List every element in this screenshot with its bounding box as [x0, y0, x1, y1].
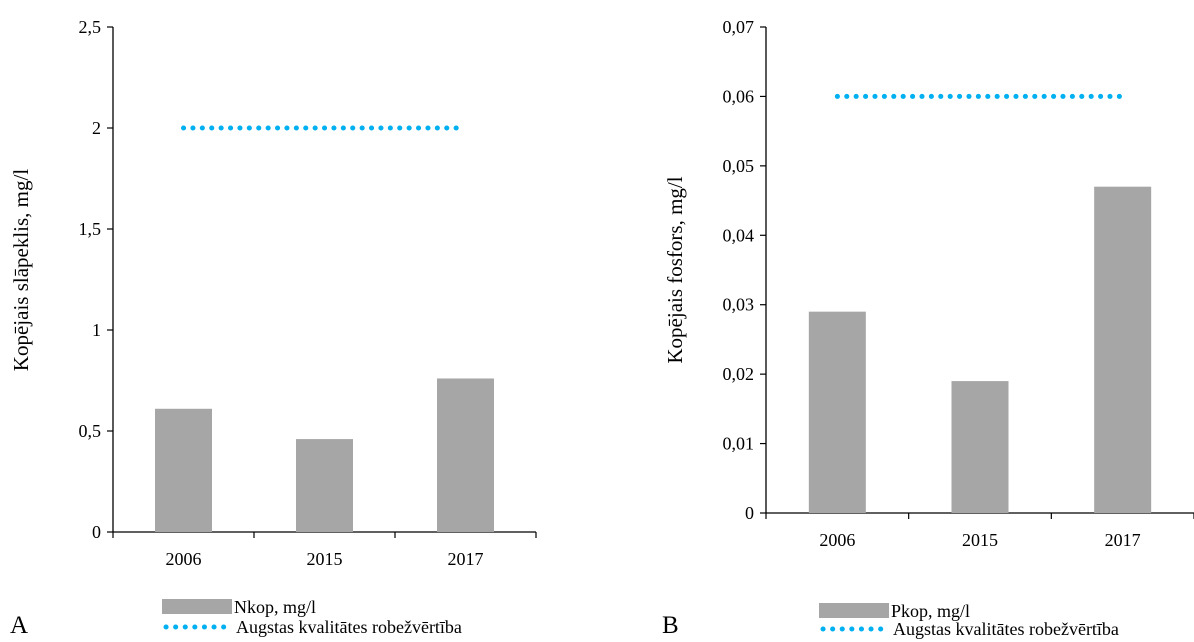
bar-2015 [296, 439, 353, 532]
y-axis-title: Kopējais fosfors, mg/l [663, 176, 687, 363]
x-tick-label: 2017 [448, 549, 484, 569]
bar-2017 [437, 378, 494, 532]
y-axis-title: Kopējais slāpeklis, mg/l [9, 169, 33, 372]
y-tick-label: 1 [92, 320, 101, 340]
y-tick-label: 0,04 [723, 225, 755, 245]
x-tick-label: 2006 [166, 549, 202, 569]
y-tick-label: 2 [92, 118, 101, 138]
x-tick-label: 2015 [307, 549, 343, 569]
bar-2017 [1094, 186, 1152, 513]
bar-2006 [808, 311, 866, 513]
bar-2006 [155, 408, 212, 532]
y-tick-label: 0 [92, 522, 101, 542]
legend-swatch-bar [819, 603, 889, 618]
y-tick-label: 0,07 [723, 17, 755, 37]
y-tick-label: 0,01 [723, 434, 755, 454]
y-tick-label: 0,02 [723, 364, 755, 384]
legend-label-threshold: Augstas kvalitātes robežvērtība [893, 619, 1119, 639]
legend-label-bar: Pkop, mg/l [891, 601, 970, 621]
y-tick-label: 0 [745, 503, 754, 523]
bar-2015 [951, 381, 1009, 513]
panel-label: A [10, 612, 28, 639]
legend-label-threshold: Augstas kvalitātes robežvērtība [236, 617, 462, 637]
y-tick-label: 0,05 [723, 156, 755, 176]
x-tick-label: 2017 [1105, 530, 1141, 550]
panel-label: B [662, 612, 679, 639]
y-tick-label: 0,03 [723, 295, 755, 315]
y-tick-label: 0,5 [79, 421, 102, 441]
legend-swatch-bar [162, 599, 232, 614]
legend-label-bar: Nkop, mg/l [234, 597, 316, 617]
y-tick-label: 2,5 [79, 17, 102, 37]
x-tick-label: 2006 [819, 530, 855, 550]
y-tick-label: 1,5 [79, 219, 102, 239]
x-tick-label: 2015 [962, 530, 998, 550]
y-tick-label: 0,06 [723, 86, 755, 106]
